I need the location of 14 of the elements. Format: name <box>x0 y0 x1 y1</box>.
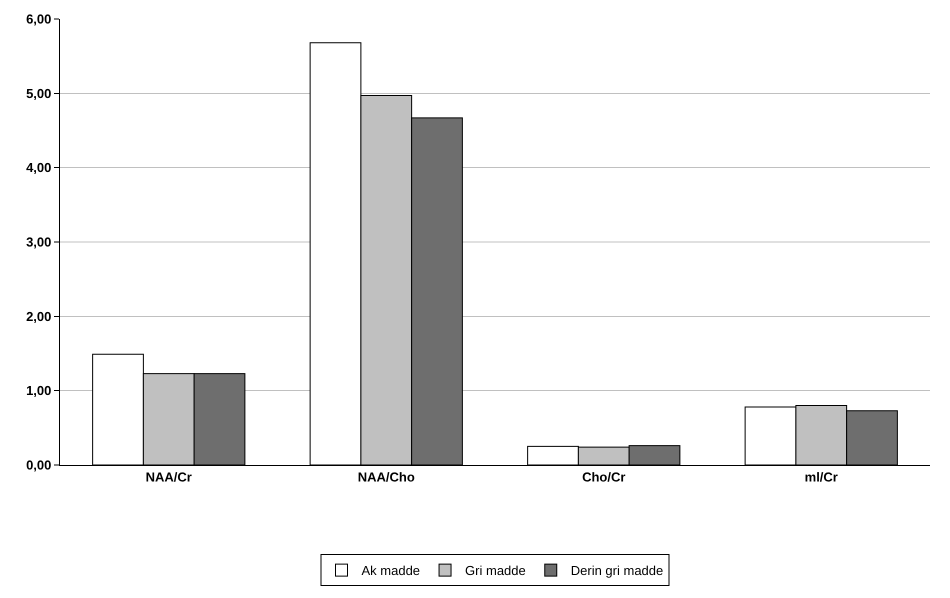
x-tick-label: NAA/Cr <box>146 470 192 485</box>
x-tick-label: NAA/Cho <box>358 470 415 485</box>
x-tick-label: Cho/Cr <box>582 470 626 485</box>
y-tick-label: 3,00 <box>26 234 52 250</box>
legend-label: Ak madde <box>362 563 420 578</box>
legend-label: Gri madde <box>465 563 526 578</box>
y-tick-label: 0,00 <box>26 458 52 473</box>
x-tick-label: ml/Cr <box>804 470 838 485</box>
y-tick-label: 5,00 <box>26 86 52 101</box>
legend-label: Derin gri madde <box>570 563 664 578</box>
y-tick-label: 6,00 <box>26 12 52 27</box>
y-tick-label: 2,00 <box>26 308 52 324</box>
y-tick-label: 4,00 <box>26 160 52 176</box>
y-tick-label: 1,00 <box>26 383 52 398</box>
